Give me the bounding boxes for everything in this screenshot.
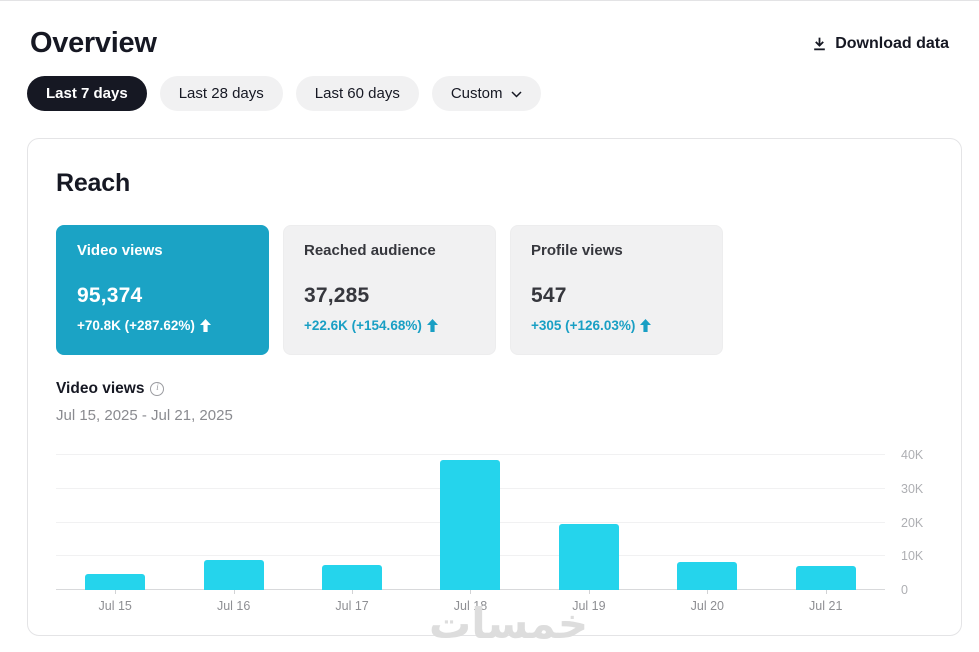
- metric-label: Profile views: [531, 242, 623, 259]
- date-range-filters: Last 7 days Last 28 days Last 60 days Cu…: [27, 76, 979, 111]
- bar-jul-16[interactable]: [203, 560, 264, 590]
- x-axis-label: Jul 20: [690, 599, 724, 613]
- x-axis-tick: [825, 590, 827, 594]
- bar-jul-19[interactable]: [558, 523, 619, 590]
- chevron-down-icon: [511, 91, 522, 98]
- metric-delta-text: +22.6K (+154.68%): [304, 318, 422, 333]
- reach-section-title: Reach: [56, 169, 131, 197]
- bar-jul-21[interactable]: [795, 566, 856, 590]
- x-axis-tick: [707, 590, 709, 594]
- metric-delta: +70.8K (+287.62%): [77, 318, 248, 333]
- chart-date-range: Jul 15, 2025 - Jul 21, 2025: [56, 407, 233, 424]
- reach-card: Reach Video views 95,374 +70.8K (+287.62…: [27, 138, 962, 636]
- download-data-button[interactable]: Download data: [811, 35, 949, 53]
- metric-cards-row: Video views 95,374 +70.8K (+287.62%) Rea…: [56, 225, 933, 355]
- filter-last-7-days[interactable]: Last 7 days: [27, 76, 147, 111]
- bar-jul-15[interactable]: [85, 574, 146, 590]
- x-axis-label: Jul 17: [335, 599, 369, 613]
- metric-card-video-views[interactable]: Video views 95,374 +70.8K (+287.62%): [56, 225, 269, 355]
- x-axis-tick: [352, 590, 354, 594]
- metric-card-reached-audience[interactable]: Reached audience 37,285 +22.6K (+154.68%…: [283, 225, 496, 355]
- chart-header: Video views i: [56, 380, 933, 398]
- x-axis-tick: [470, 590, 472, 594]
- bar-jul-18[interactable]: [440, 460, 501, 590]
- metric-delta: +305 (+126.03%): [531, 318, 702, 333]
- up-arrow-icon: [426, 319, 438, 332]
- page-header: Overview Download data: [0, 1, 979, 60]
- download-icon: [811, 35, 828, 52]
- y-axis-label: 10K: [901, 549, 924, 564]
- filter-label: Last 60 days: [314, 85, 400, 102]
- x-axis-label: Jul 15: [98, 599, 132, 613]
- chart-plot: 0 10K 20K 30K 40K Jul 15 Jul 16 Jul 17 Jul 18 Jul…: [56, 448, 923, 613]
- bar-slot: Jul 16: [174, 455, 292, 613]
- filter-label: Custom: [450, 85, 503, 102]
- bar-slot: Jul 18: [411, 455, 529, 613]
- x-axis-tick: [588, 590, 590, 594]
- y-axis-label: 40K: [901, 448, 924, 462]
- x-axis-tick: [233, 590, 235, 594]
- info-icon[interactable]: i: [150, 382, 165, 396]
- filter-label: Last 7 days: [46, 85, 128, 102]
- bar-jul-20[interactable]: [677, 561, 738, 590]
- bar-slot: Jul 20: [648, 455, 766, 613]
- metric-value: 547: [531, 284, 567, 307]
- metric-delta-text: +70.8K (+287.62%): [77, 318, 195, 333]
- download-label: Download data: [835, 34, 949, 52]
- x-axis-tick: [115, 590, 117, 594]
- filter-label: Last 28 days: [178, 85, 264, 102]
- x-axis-label: Jul 16: [216, 599, 251, 613]
- gridline: [56, 454, 885, 455]
- video-views-chart: 0 10K 20K 30K 40K Jul 15 Jul 16 Jul 17 Jul 18 Jul…: [56, 448, 933, 613]
- y-axis-label: 20K: [901, 515, 924, 530]
- x-axis-label: Jul 19: [572, 599, 606, 613]
- x-axis-label: Jul 18: [453, 599, 488, 613]
- metric-value: 95,374: [77, 284, 143, 307]
- metric-delta: +22.6K (+154.68%): [304, 318, 475, 333]
- metric-delta-text: +305 (+126.03%): [531, 318, 636, 333]
- x-axis-label: Jul 21: [809, 599, 843, 613]
- chart-title: Video views: [56, 380, 145, 397]
- y-axis-label: 0: [901, 583, 908, 597]
- bar-slot: Jul 21: [767, 455, 885, 613]
- filter-last-28-days[interactable]: Last 28 days: [159, 76, 283, 111]
- metric-value: 37,285: [304, 284, 370, 307]
- bar-slot: Jul 15: [56, 455, 174, 613]
- filter-last-60-days[interactable]: Last 60 days: [295, 76, 419, 111]
- bar-slot: Jul 17: [293, 455, 411, 613]
- up-arrow-icon: [199, 319, 211, 332]
- bar-jul-17[interactable]: [322, 565, 383, 590]
- page-title: Overview: [30, 27, 157, 59]
- y-axis-label: 30K: [901, 481, 924, 496]
- metric-card-profile-views[interactable]: Profile views 547 +305 (+126.03%): [510, 225, 723, 355]
- metric-label: Video views: [77, 242, 163, 259]
- up-arrow-icon: [640, 319, 652, 332]
- metric-label: Reached audience: [304, 242, 436, 259]
- bars-row: Jul 15 Jul 16 Jul 17 Jul 18 Jul 19 Jul 20 Jul …: [56, 455, 885, 613]
- filter-custom[interactable]: Custom: [431, 76, 541, 111]
- bar-slot: Jul 19: [530, 455, 648, 613]
